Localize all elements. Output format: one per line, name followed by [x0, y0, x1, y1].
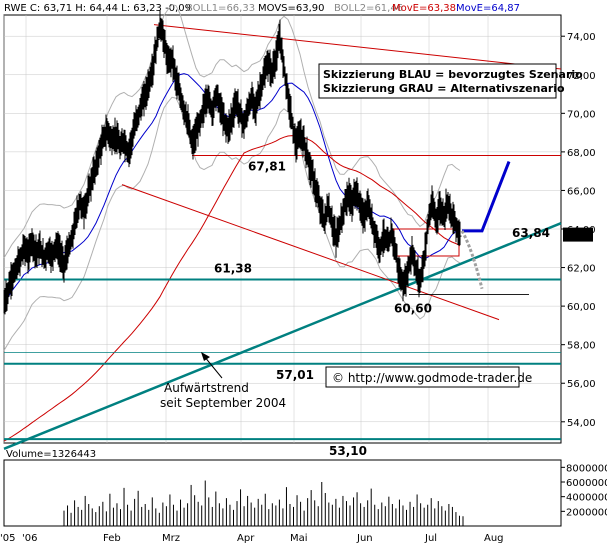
- blue-scenario-path: [462, 160, 511, 233]
- x-tick-label-6: Jun: [356, 533, 373, 544]
- volume-axis-layer: 8000000 6000000 4000000 2000000: [561, 463, 607, 518]
- volume-bars-layer: [63, 480, 464, 526]
- y-axis-layer: 74,00 72,00 70,00 68,00 66,00 64,00 62,00 60,00…: [561, 32, 596, 429]
- bollinger-lower-line: [3, 96, 461, 351]
- grey-scenario-path: [460, 230, 484, 290]
- y-tick-label-9: 56,00: [567, 379, 596, 390]
- level-label-5: 53,10: [329, 444, 367, 458]
- header-move-blue: MovE=64,87: [456, 3, 520, 14]
- y-tick-label-5: 64,00: [567, 225, 596, 236]
- level-label-0: 67,81: [248, 160, 286, 174]
- watermark-text: © http://www.godmode-trader.de: [332, 371, 532, 385]
- bollinger-band-layer: [3, 4, 461, 351]
- header-boll2: BOLL2=61,46: [334, 3, 403, 14]
- level-label-2: 60,60: [394, 302, 432, 316]
- level-lines-layer: [4, 155, 561, 441]
- x-tick-label-0: '05: [0, 533, 15, 544]
- arrow-head-icon: [201, 352, 210, 361]
- level-label-4: 57,01: [276, 368, 314, 382]
- scenario-legend-blue: Skizzierung BLAU = bevorzugtes Szenario: [323, 68, 583, 81]
- x-axis-layer: '05 '06 Feb Mrz Apr Mai Jun Jul Aug: [0, 533, 504, 544]
- volume-tick-label-3: 2000000: [566, 507, 607, 518]
- header-move-red: MovE=63,38: [392, 3, 456, 14]
- watermark-box: [325, 366, 520, 388]
- x-tick-label-8: Aug: [484, 533, 504, 544]
- scenario-legend-grey: Skizzierung GRAU = Alternativszenario: [323, 82, 565, 95]
- trend-annotation-line1: Aufwärtstrend: [164, 381, 249, 395]
- current-price-tag: [563, 227, 593, 242]
- y-tick-label-2: 70,00: [567, 109, 596, 120]
- scenario-legend-box: [318, 63, 557, 99]
- x-tick-label-2: Feb: [103, 533, 121, 544]
- volume-tick-label-1: 6000000: [566, 478, 607, 489]
- level-labels-layer: 67,81 61,38 60,60 63,84 57,01 53,10 63,71: [214, 160, 594, 459]
- x-tick-label-3: Mrz: [162, 533, 180, 544]
- volume-tick-label-0: 8000000: [566, 463, 607, 474]
- level-label-1: 61,38: [214, 262, 252, 276]
- trend-annotation-arrow: [203, 355, 223, 379]
- x-tick-label-4: Apr: [237, 533, 255, 544]
- level-label-3: 63,84: [512, 226, 550, 240]
- price-bars-layer: [3, 10, 462, 315]
- header-quote: RWE C: 63,71 H: 64,44 L: 63,23 -0,09: [4, 3, 191, 14]
- y-tick-label-10: 54,00: [567, 418, 596, 429]
- y-tick-label-3: 68,00: [567, 148, 596, 159]
- y-tick-label-6: 62,00: [567, 264, 596, 275]
- lower-downtrend-line: [121, 184, 500, 321]
- header-boll1: BOLL1=66,33: [186, 3, 255, 14]
- moving-average-red-line: [3, 135, 461, 442]
- x-tick-label-7: Jul: [424, 533, 437, 544]
- trend-annotation-line2: seit September 2004: [160, 396, 286, 410]
- volume-label: Volume=1326443: [6, 449, 96, 460]
- y-tick-label-0: 74,00: [567, 32, 596, 43]
- y-tick-label-8: 58,00: [567, 341, 596, 352]
- x-tick-label-1: '06: [22, 533, 37, 544]
- upper-downtrend-line: [153, 24, 562, 70]
- bollinger-upper-line: [3, 4, 461, 259]
- volume-tick-label-2: 4000000: [566, 493, 607, 504]
- y-tick-label-4: 66,00: [567, 186, 596, 197]
- header-movs: MOVS=63,90: [258, 3, 325, 14]
- uptrend-line: [3, 222, 562, 450]
- current-price-tag-text: 63,71: [565, 231, 594, 242]
- x-tick-label-5: Mai: [290, 533, 308, 544]
- scenario-layer: [460, 160, 511, 290]
- y-tick-label-1: 72,00: [567, 71, 596, 82]
- y-tick-label-7: 60,00: [567, 302, 596, 313]
